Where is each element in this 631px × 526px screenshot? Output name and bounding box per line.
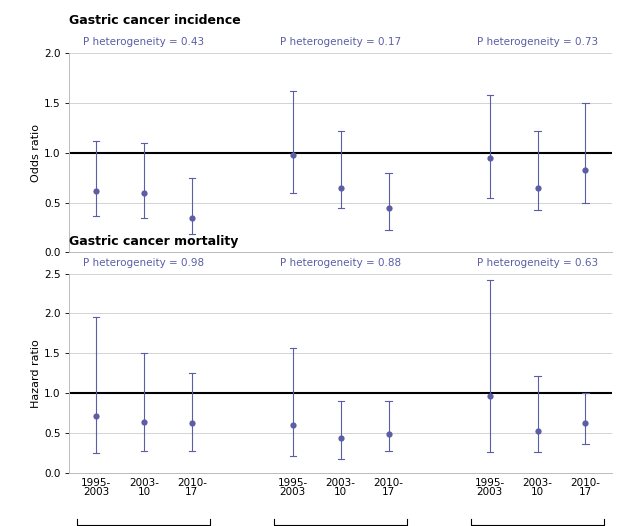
Text: P heterogeneity = 0.63: P heterogeneity = 0.63: [477, 258, 598, 268]
Text: Gastric cancer incidence: Gastric cancer incidence: [69, 14, 241, 27]
Text: P heterogeneity = 0.73: P heterogeneity = 0.73: [477, 37, 598, 47]
Text: P heterogeneity = 0.88: P heterogeneity = 0.88: [280, 258, 401, 268]
Text: P heterogeneity = 0.98: P heterogeneity = 0.98: [83, 258, 204, 268]
Y-axis label: Hazard ratio: Hazard ratio: [31, 339, 41, 408]
Text: P heterogeneity = 0.17: P heterogeneity = 0.17: [280, 37, 401, 47]
Text: P heterogeneity = 0.43: P heterogeneity = 0.43: [83, 37, 204, 47]
Y-axis label: Odds ratio: Odds ratio: [31, 124, 41, 181]
Text: Gastric cancer mortality: Gastric cancer mortality: [69, 235, 239, 248]
